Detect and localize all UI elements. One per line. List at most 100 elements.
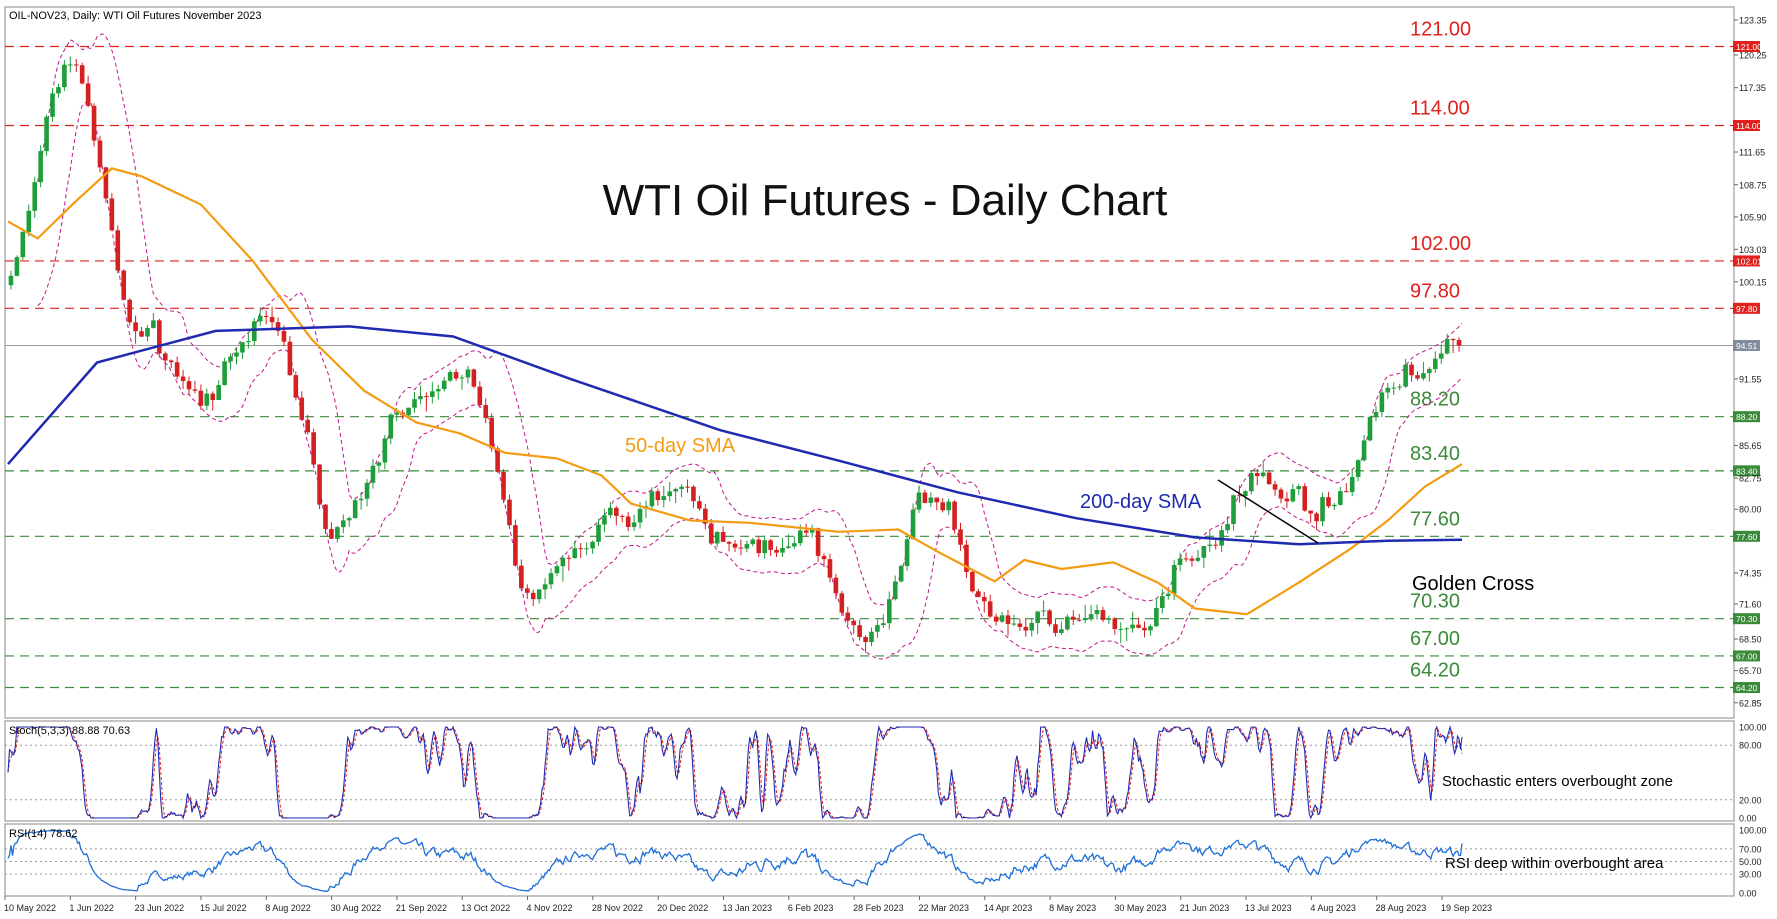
- price-tick-label: 103.03: [1739, 245, 1767, 255]
- price-tick-label: 74.35: [1739, 568, 1762, 578]
- candle-body: [1444, 338, 1450, 354]
- candle-body: [1088, 614, 1094, 619]
- candle-body: [1361, 440, 1367, 461]
- candle-body: [964, 544, 969, 572]
- bollinger-bands: [37, 33, 1463, 660]
- candle-body: [566, 557, 572, 559]
- candle-body: [887, 599, 892, 624]
- candle-body: [928, 497, 934, 503]
- time-tick-label: 14 Apr 2023: [984, 903, 1033, 913]
- candle-body: [477, 386, 483, 406]
- candle-body: [1438, 353, 1444, 359]
- rsi-pane: [4, 823, 1735, 897]
- candle-body: [708, 523, 714, 544]
- candle-body: [50, 93, 55, 117]
- candle-body: [418, 396, 423, 400]
- candle-body: [762, 540, 767, 554]
- candle-body: [162, 353, 168, 361]
- candle-body: [1136, 624, 1141, 628]
- candle-body: [548, 573, 554, 585]
- candle-body: [1183, 558, 1189, 560]
- level-tag-text: 121.00: [1736, 42, 1762, 52]
- candle-body: [1296, 486, 1302, 490]
- time-tick-label: 10 May 2022: [4, 903, 56, 913]
- time-tick-label: 20 Dec 2022: [657, 903, 708, 913]
- candle-body: [987, 601, 993, 617]
- candle-body: [803, 530, 809, 533]
- candle-body: [827, 559, 833, 578]
- candle-body: [1165, 593, 1171, 597]
- candle-body: [940, 502, 946, 511]
- candle-body: [655, 491, 661, 501]
- candle-body: [26, 210, 32, 232]
- candle-body: [1432, 358, 1438, 369]
- price-tick-label: 120.25: [1739, 50, 1767, 60]
- price-tick-label: 108.75: [1739, 180, 1767, 190]
- candle-body: [744, 544, 750, 549]
- level-label: 102.00: [1410, 233, 1471, 255]
- candle-body: [1373, 412, 1379, 417]
- candle-body: [845, 612, 851, 621]
- level-tag: [1733, 302, 1760, 314]
- candle-body: [910, 509, 916, 540]
- candle-body: [317, 464, 322, 505]
- candle-body: [1023, 626, 1029, 631]
- time-tick-label: 4 Nov 2022: [527, 903, 573, 913]
- candle-body: [447, 372, 453, 381]
- candle-body: [109, 198, 115, 231]
- candle-body: [145, 327, 150, 337]
- candle-body: [151, 320, 156, 328]
- candle-body: [1391, 387, 1397, 389]
- candle-body: [857, 625, 862, 638]
- candle-body: [981, 596, 987, 602]
- candle-body: [91, 105, 97, 141]
- candle-body: [797, 530, 803, 544]
- golden-cross-pointer: [1217, 479, 1319, 544]
- level-tag: [1733, 682, 1760, 694]
- candle-body: [1207, 544, 1213, 547]
- time-tick-label: 8 May 2023: [1049, 903, 1096, 913]
- time-tick-label: 4 Aug 2023: [1310, 903, 1356, 913]
- level-label: 83.40: [1410, 443, 1460, 465]
- candle-body: [299, 397, 305, 420]
- level-tag: [1733, 613, 1760, 625]
- candle-body: [1094, 610, 1100, 615]
- time-tick-label: 28 Feb 2023: [853, 903, 904, 913]
- candle-body: [222, 361, 227, 386]
- candle-body: [382, 438, 388, 463]
- candle-body: [1005, 615, 1011, 624]
- candle-body: [103, 167, 109, 199]
- candle-body: [1213, 544, 1219, 546]
- candlesticks: [8, 56, 1462, 653]
- level-tag-text: 114.00: [1736, 121, 1762, 131]
- time-tick-label: 28 Aug 2023: [1376, 903, 1427, 913]
- candle-body: [619, 515, 625, 517]
- rsi-tick-label: 70.00: [1739, 844, 1762, 854]
- candle-body: [993, 616, 999, 622]
- level-tag: [1733, 255, 1760, 267]
- candle-body: [459, 377, 465, 379]
- candle-body: [673, 488, 678, 492]
- level-label: 77.60: [1410, 508, 1460, 530]
- candle-body: [430, 391, 435, 397]
- candle-body: [62, 64, 67, 88]
- candle-body: [780, 547, 785, 553]
- time-tick-label: 19 Sep 2023: [1441, 903, 1492, 913]
- level-tag-text: 67.00: [1736, 651, 1758, 661]
- candle-body: [412, 399, 417, 408]
- level-tag-text: 83.40: [1736, 466, 1758, 476]
- candle-body: [1053, 624, 1058, 633]
- candle-body: [637, 508, 643, 523]
- candle-body: [406, 407, 411, 416]
- candle-body: [1415, 375, 1420, 379]
- candle-body: [453, 372, 459, 379]
- price-tick-label: 68.50: [1739, 635, 1762, 645]
- candle-body: [192, 389, 198, 391]
- candle-body: [1421, 373, 1426, 379]
- candle-body: [1260, 472, 1266, 477]
- candle-body: [73, 64, 79, 66]
- candle-body: [1106, 618, 1112, 620]
- candle-body: [358, 498, 364, 501]
- candle-body: [1385, 387, 1391, 393]
